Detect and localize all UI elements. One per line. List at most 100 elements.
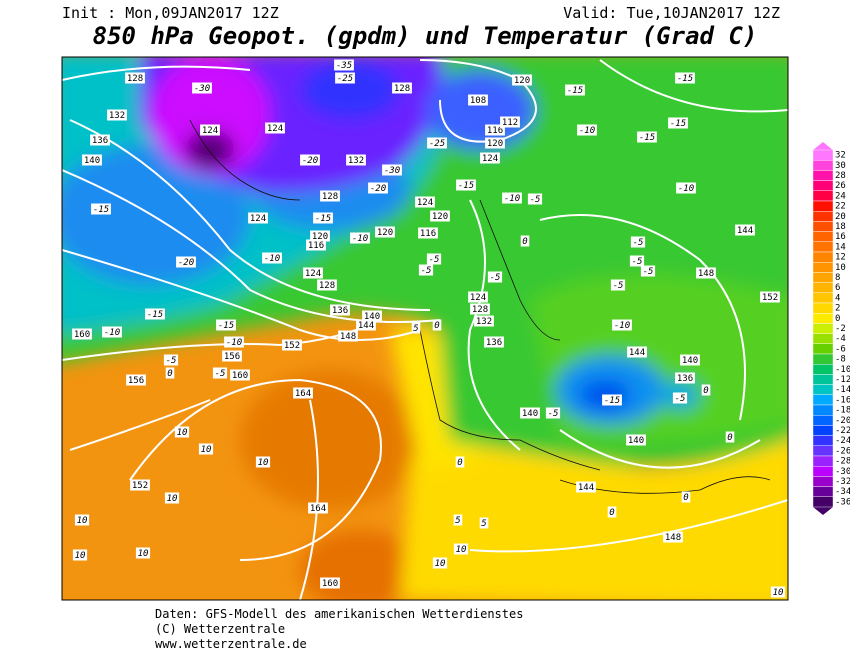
label-box	[432, 557, 448, 569]
label-box	[520, 235, 530, 247]
label-box	[248, 212, 268, 224]
colorbar-swatch	[812, 364, 834, 375]
label-box	[453, 543, 469, 555]
label-box	[338, 330, 358, 342]
label-box	[602, 394, 622, 406]
colorbar-label: -12	[835, 375, 850, 385]
geopotential-label: 124	[470, 293, 486, 303]
geopotential-label: 116	[487, 126, 503, 136]
geopotential-label: 132	[348, 156, 364, 166]
label-box	[418, 264, 434, 276]
label-box	[74, 514, 90, 526]
colorbar-label: 16	[835, 232, 846, 242]
footer-line: (C) Wetterzentrale	[155, 622, 285, 636]
colorbar-swatch	[812, 333, 834, 345]
temperature-label: 0	[609, 508, 614, 518]
temperature-label: -15	[670, 119, 686, 129]
colorbar-swatch	[812, 251, 834, 263]
colorbar-swatch	[812, 159, 834, 171]
map-field	[62, 57, 788, 600]
label-box	[334, 59, 354, 71]
temperature-label: 0	[434, 321, 439, 331]
temperature-label: -10	[104, 328, 120, 338]
colorbar-label: 6	[835, 283, 840, 293]
geopotential-label: 148	[665, 533, 681, 543]
label-box	[418, 227, 438, 239]
label-box	[500, 116, 520, 128]
colorbar-swatch	[812, 170, 834, 181]
label-box	[293, 387, 313, 399]
label-box	[637, 131, 657, 143]
label-box	[198, 443, 214, 455]
colorbar-label: 28	[835, 171, 846, 181]
temperature-label: -5	[632, 257, 643, 267]
temperature-label: -5	[166, 356, 177, 366]
label-box	[163, 354, 179, 366]
temperature-label: 0	[727, 433, 732, 443]
label-box	[350, 232, 370, 244]
temperature-label: 0	[167, 369, 172, 379]
geopotential-label: 120	[312, 232, 328, 242]
temperature-label: -15	[93, 205, 109, 215]
init-time: Init : Mon,09JAN2017 12Z	[62, 4, 279, 22]
label-box	[192, 82, 212, 94]
colorbar-label: 2	[835, 304, 840, 314]
label-box	[701, 384, 711, 396]
temperature-label: 0	[522, 237, 527, 247]
temperature-label: -10	[226, 338, 242, 348]
label-box	[630, 236, 646, 248]
label-box	[456, 179, 476, 191]
temperature-label: -5	[675, 394, 686, 404]
label-box	[627, 346, 647, 358]
geopotential-label: 140	[522, 409, 538, 419]
temperature-label: -10	[264, 254, 280, 264]
label-box	[735, 224, 755, 236]
geopotential-label: 128	[322, 192, 338, 202]
label-box	[230, 369, 250, 381]
label-box	[392, 82, 412, 94]
label-box	[675, 372, 695, 384]
geopotential-label: 124	[305, 269, 321, 279]
label-box	[72, 549, 88, 561]
colorbar-swatch	[812, 323, 834, 334]
label-box	[145, 308, 165, 320]
temperature-label: -15	[218, 321, 234, 331]
colorbar-swatch	[812, 190, 834, 202]
temperature-label: 10	[773, 588, 784, 598]
colorbar-label: 0	[835, 314, 840, 324]
label-box	[480, 152, 500, 164]
label-box	[663, 531, 683, 543]
label-box	[382, 164, 402, 176]
label-box	[626, 434, 646, 446]
label-box	[135, 547, 151, 559]
temperature-label: -5	[490, 273, 501, 283]
colorbar-label: 10	[835, 263, 846, 273]
label-box	[411, 322, 421, 334]
geopotential-label: 124	[267, 124, 283, 134]
geopotential-label: 140	[364, 312, 380, 322]
geopotential-label: 152	[762, 293, 778, 303]
geopotential-label: 144	[358, 321, 374, 331]
geopotential-label: 140	[84, 156, 100, 166]
temperature-label: -5	[548, 409, 559, 419]
label-box	[224, 336, 244, 348]
label-box	[455, 456, 465, 468]
label-box	[310, 230, 330, 242]
colorbar-label: 8	[835, 273, 840, 283]
label-box	[453, 514, 463, 526]
geopotential-label: 132	[476, 317, 492, 327]
colorbar-swatch	[812, 262, 834, 273]
colorbar-swatch	[812, 445, 834, 457]
colorbar-label: 22	[835, 202, 846, 212]
colorbar-label: 30	[835, 161, 846, 171]
label-box	[607, 506, 617, 518]
geopotential-label: 116	[308, 241, 324, 251]
label-box	[313, 212, 333, 224]
label-box	[320, 577, 340, 589]
colorbar-label: 14	[835, 242, 846, 252]
geopotential-label: 128	[319, 281, 335, 291]
temperature-label: -5	[633, 238, 644, 248]
label-box	[415, 196, 435, 208]
temperature-label: -15	[677, 74, 693, 84]
label-box	[330, 304, 350, 316]
